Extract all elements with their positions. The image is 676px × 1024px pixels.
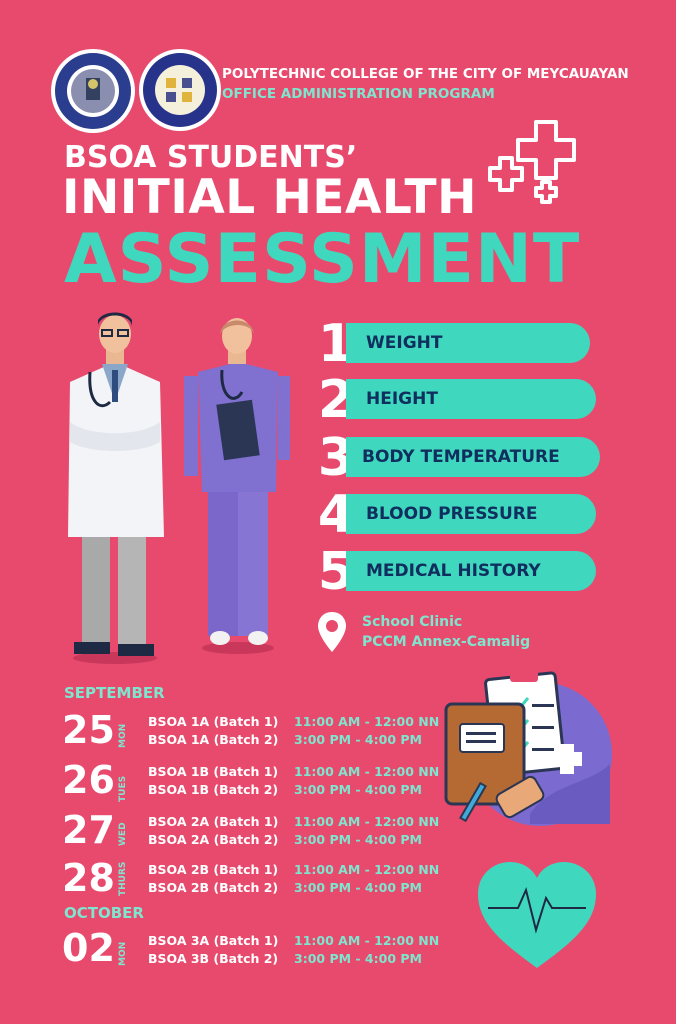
check-label-2: HEIGHT <box>366 389 438 409</box>
schedule-batch: BSOA 2A (Batch 1) <box>148 814 279 829</box>
schedule-batch: BSOA 2A (Batch 2) <box>148 832 279 847</box>
location-line1: School Clinic <box>362 614 463 630</box>
medical-cross-icon <box>488 120 576 204</box>
doctor-illustration <box>68 312 164 664</box>
schedule-dow-28: THURS <box>118 861 128 896</box>
check-label-5: MEDICAL HISTORY <box>366 561 541 581</box>
schedule-time: 11:00 AM - 12:00 NN <box>294 933 440 948</box>
nurse-illustration <box>184 318 290 654</box>
schedule-day-27: 27 <box>62 808 115 852</box>
check-label-3: BODY TEMPERATURE <box>362 447 560 467</box>
schedule-time: 11:00 AM - 12:00 NN <box>294 862 440 877</box>
schedule-batch: BSOA 3B (Batch 2) <box>148 951 279 966</box>
schedule-time: 3:00 PM - 4:00 PM <box>294 880 422 895</box>
check-item-1: WEIGHT <box>346 323 590 363</box>
schedule-dow-26: TUES <box>118 775 128 802</box>
title-line2: INITIAL HEALTH <box>62 170 477 225</box>
schedule-batch: BSOA 3A (Batch 1) <box>148 933 279 948</box>
schedule-time: 11:00 AM - 12:00 NN <box>294 714 440 729</box>
schedule-dow-25: MON <box>118 723 128 748</box>
schedule-dow-27: WED <box>118 822 128 846</box>
schedule-day-25: 25 <box>62 708 115 752</box>
schedule-time: 3:00 PM - 4:00 PM <box>294 951 422 966</box>
program-name: OFFICE ADMINISTRATION PROGRAM <box>222 86 495 102</box>
institution-name: POLYTECHNIC COLLEGE OF THE CITY OF MEYCA… <box>222 66 629 82</box>
location-pin-icon <box>318 612 346 652</box>
check-item-3: BODY TEMPERATURE <box>346 437 600 477</box>
schedule-time: 3:00 PM - 4:00 PM <box>294 782 422 797</box>
title-line1: BSOA STUDENTS’ <box>64 140 358 175</box>
title-line3: ASSESSMENT <box>64 220 581 299</box>
program-logo <box>139 49 221 131</box>
heart-pulse-icon <box>478 862 596 968</box>
schedule-batch: BSOA 2B (Batch 2) <box>148 880 279 895</box>
schedule-batch: BSOA 1B (Batch 2) <box>148 782 279 797</box>
schedule-batch: BSOA 1A (Batch 2) <box>148 732 279 747</box>
check-item-4: BLOOD PRESSURE <box>346 494 596 534</box>
college-logo <box>51 49 135 133</box>
schedule-time: 11:00 AM - 12:00 NN <box>294 814 440 829</box>
schedule-batch: BSOA 1B (Batch 1) <box>148 764 279 779</box>
schedule-dow-02: MON <box>118 941 128 966</box>
clipboard-folder-illustration <box>444 668 612 826</box>
schedule-time: 11:00 AM - 12:00 NN <box>294 764 440 779</box>
schedule-day-26: 26 <box>62 758 115 802</box>
check-item-5: MEDICAL HISTORY <box>346 551 596 591</box>
schedule-time: 3:00 PM - 4:00 PM <box>294 732 422 747</box>
month-october: OCTOBER <box>64 904 144 922</box>
institution-header: POLYTECHNIC COLLEGE OF THE CITY OF MEYCA… <box>222 64 629 104</box>
schedule-batch: BSOA 1A (Batch 1) <box>148 714 279 729</box>
month-september: SEPTEMBER <box>64 684 165 702</box>
schedule-time: 3:00 PM - 4:00 PM <box>294 832 422 847</box>
schedule-day-28: 28 <box>62 856 115 900</box>
location-text: School Clinic PCCM Annex-Camalig <box>362 612 530 652</box>
location-line2: PCCM Annex-Camalig <box>362 634 531 650</box>
check-item-2: HEIGHT <box>346 379 596 419</box>
schedule-day-02: 02 <box>62 926 115 970</box>
check-label-1: WEIGHT <box>366 333 443 353</box>
schedule-batch: BSOA 2B (Batch 1) <box>148 862 279 877</box>
check-label-4: BLOOD PRESSURE <box>366 504 538 524</box>
